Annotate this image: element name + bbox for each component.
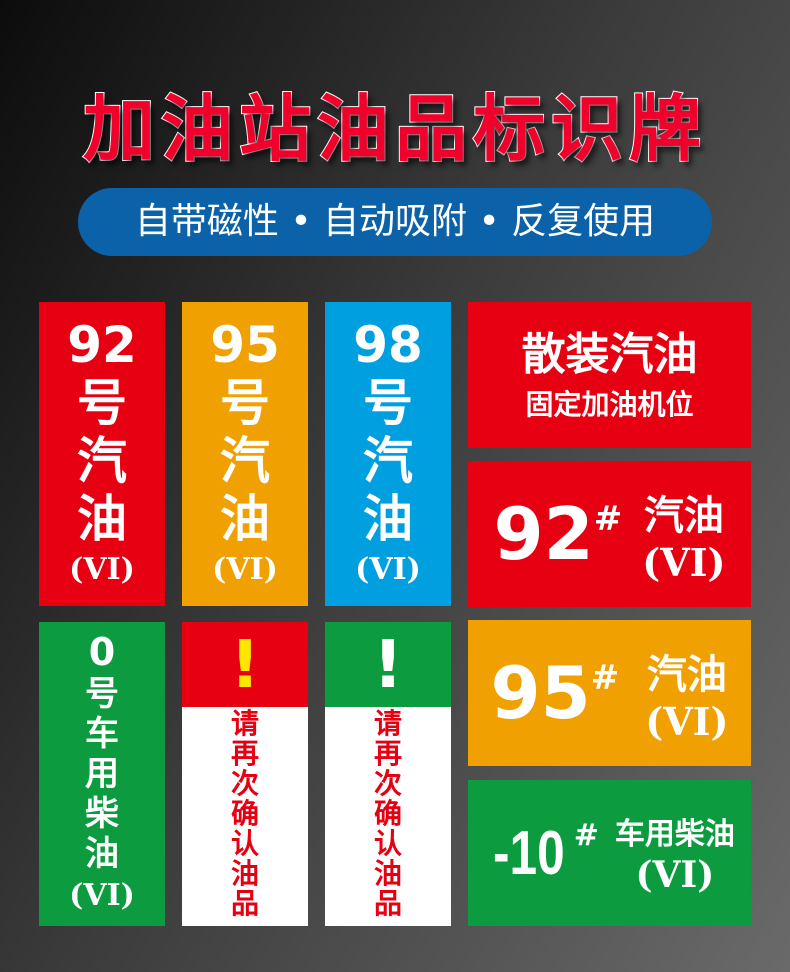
- sign-number: 92: [493, 492, 594, 576]
- sign-minus10-diesel: -10 # 车用柴油 (VI): [468, 780, 751, 926]
- sign-char: 汽: [77, 432, 127, 490]
- sign-char: 号: [220, 374, 270, 432]
- sign-92-gasoline: 92 号 汽 油 (VI): [39, 302, 165, 606]
- sign-grade: (VI): [642, 540, 726, 585]
- sign-number: -10: [493, 818, 565, 888]
- warning-text: 请再次确认油品: [230, 707, 259, 920]
- exclamation-icon: !: [182, 622, 308, 707]
- sign-grade: (VI): [645, 699, 729, 744]
- sign-text: 号车用柴油: [85, 674, 119, 874]
- sign-title: 散装汽油: [521, 329, 698, 380]
- sign-bulk-gasoline: 散装汽油 固定加油机位: [468, 302, 751, 448]
- sign-98-gasoline: 98 号 汽 油 (VI): [325, 302, 451, 606]
- sign-char: 号: [363, 374, 413, 432]
- sign-0-diesel: 0 号车用柴油 (VI): [39, 622, 165, 926]
- sign-grade: (VI): [69, 552, 135, 587]
- sign-grade: (VI): [635, 854, 715, 896]
- sign-grade: (VI): [69, 878, 135, 913]
- sign-char: 汽: [220, 432, 270, 490]
- sign-hash: #: [573, 818, 599, 853]
- sign-name: 汽油: [646, 652, 727, 698]
- sign-hash: #: [590, 658, 620, 698]
- sign-number: 95: [490, 651, 591, 735]
- sign-char: 油: [77, 490, 127, 548]
- sign-char: 号: [77, 374, 127, 432]
- sign-number: 98: [353, 316, 423, 374]
- sign-name: 汽油: [643, 493, 724, 539]
- sign-number: 0: [88, 630, 116, 674]
- sign-hash: #: [593, 499, 623, 539]
- sign-name: 车用柴油: [614, 817, 735, 852]
- sign-number: 95: [210, 316, 280, 374]
- warning-sign-red: ! 请再次确认油品: [182, 622, 308, 926]
- sign-grade: (VI): [212, 552, 278, 587]
- feature-banner: 自带磁性 • 自动吸附 • 反复使用: [78, 188, 712, 256]
- sign-subtitle: 固定加油机位: [525, 388, 694, 421]
- warning-text: 请再次确认油品: [373, 707, 402, 920]
- sign-char: 汽: [363, 432, 413, 490]
- sign-95-gasoline: 95 号 汽 油 (VI): [182, 302, 308, 606]
- sign-92-wide: 92 # 汽油 (VI): [468, 461, 751, 607]
- sign-number: 92: [67, 316, 137, 374]
- page-title: 加油站油品标识牌: [82, 86, 707, 172]
- exclamation-icon: !: [325, 622, 451, 707]
- warning-sign-green: ! 请再次确认油品: [325, 622, 451, 926]
- sign-95-wide: 95 # 汽油 (VI): [468, 620, 751, 766]
- sign-grade: (VI): [355, 552, 421, 587]
- sign-char: 油: [220, 490, 270, 548]
- sign-char: 油: [363, 490, 413, 548]
